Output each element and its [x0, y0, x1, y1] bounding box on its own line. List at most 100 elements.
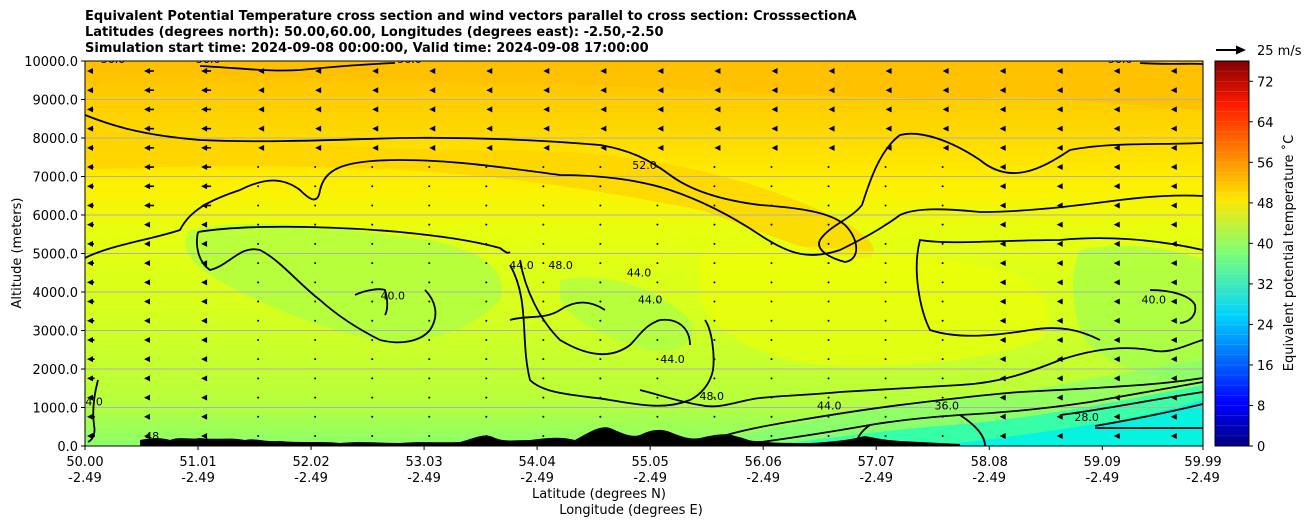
wind-vector	[372, 87, 379, 94]
wind-vector	[600, 125, 607, 132]
contour-48-upper	[85, 159, 1203, 259]
wind-vector	[828, 106, 835, 113]
wind-vector	[258, 87, 265, 94]
wind-vector	[1113, 317, 1120, 324]
wind-vector	[884, 415, 887, 418]
wind-vector	[429, 87, 436, 94]
contour-label: 44.0	[509, 259, 534, 272]
wind-vector	[257, 396, 260, 399]
wind-vector	[656, 377, 659, 380]
wind-vector	[713, 204, 716, 207]
wind-vector	[827, 262, 830, 265]
wind-vector	[485, 415, 488, 418]
wind-vector	[599, 319, 602, 322]
wind-vector	[599, 415, 602, 418]
wind-vector	[371, 358, 374, 361]
wind-vector	[714, 68, 721, 74]
wind-vector	[87, 394, 95, 401]
wind-vector	[1113, 144, 1120, 151]
wind-vector	[257, 262, 260, 265]
wind-vector	[1170, 317, 1177, 324]
wind-vector	[999, 375, 1006, 382]
wind-vector	[201, 125, 212, 132]
wind-vector	[1170, 375, 1177, 382]
wind-vector	[1170, 298, 1177, 305]
wind-vector	[770, 242, 773, 245]
wind-vector	[87, 279, 95, 286]
wind-vector	[827, 377, 830, 380]
wind-vector	[600, 87, 607, 94]
wind-vector	[599, 204, 602, 207]
wind-vector	[485, 300, 488, 303]
wind-vector	[599, 300, 602, 303]
contour-44-lower	[639, 339, 1203, 408]
wind-vector	[485, 338, 488, 341]
wind-vector	[542, 300, 545, 303]
x-tick-label-lon: -2.49	[972, 471, 1006, 486]
contour-label: 28.0	[1074, 411, 1099, 424]
wind-vector	[372, 68, 379, 74]
wind-vector	[543, 144, 550, 151]
wind-vector	[771, 106, 778, 113]
x-tick-label-lon: -2.49	[181, 471, 215, 486]
wind-vector	[599, 435, 602, 437]
quiver-key-label: 25 m/s	[1257, 44, 1302, 59]
wind-vector	[542, 223, 545, 226]
wind-vector	[257, 435, 260, 437]
colorbar-frame	[1214, 60, 1250, 447]
quiver-key: 25 m/s	[1216, 44, 1302, 59]
chart-title: Equivalent Potential Temperature cross s…	[85, 9, 857, 57]
wind-vector	[770, 300, 773, 303]
wind-vector	[1056, 125, 1063, 132]
wind-vector	[144, 433, 151, 439]
wind-vector	[599, 242, 602, 245]
wind-vector	[1113, 164, 1120, 171]
wind-vector	[144, 202, 155, 209]
contour-44-west	[196, 225, 511, 344]
wind-vector	[315, 106, 322, 113]
wind-vector	[371, 435, 374, 437]
wind-vector	[713, 223, 716, 226]
wind-vector	[87, 356, 95, 363]
wind-vector	[428, 223, 431, 226]
wind-vector	[656, 281, 659, 284]
wind-vector	[542, 204, 545, 207]
wind-vector	[770, 262, 773, 265]
wind-vector	[1056, 202, 1063, 209]
wind-vector	[314, 204, 317, 207]
wind-vector	[656, 262, 659, 265]
wind-vector	[770, 377, 773, 380]
wind-vector	[144, 279, 151, 286]
wind-vector	[428, 300, 431, 303]
wind-vector	[713, 396, 716, 399]
contour-label: 48.0	[699, 390, 724, 403]
y-tick-label: 9000.0	[33, 94, 79, 109]
wind-vector	[1113, 221, 1120, 228]
contour-label: 52.0	[632, 159, 657, 172]
cold-layer-edge	[700, 360, 1203, 446]
wind-vector	[771, 125, 778, 132]
wind-vector	[201, 164, 212, 171]
wind-vector	[428, 338, 431, 341]
wind-vector	[999, 279, 1006, 286]
wind-vector	[713, 242, 716, 245]
contour-label: 44.0	[817, 399, 842, 412]
wind-vector	[884, 185, 887, 188]
wind-vector	[941, 300, 944, 303]
wind-vector	[257, 204, 260, 207]
wind-vector	[201, 394, 208, 401]
wind-vector	[1056, 433, 1063, 439]
wind-vector	[885, 87, 892, 94]
x-tick-label-lon: -2.49	[1085, 471, 1119, 486]
wind-vector	[542, 415, 545, 418]
wind-vector	[941, 415, 944, 418]
contour-labels: 56.0 56.0 56.0 56.0 52.0 44.0 48.0 44.0 44.0 40.0…	[85, 61, 1166, 443]
contour-label: 48.0	[548, 259, 573, 272]
warm-layer-mid	[85, 130, 874, 259]
wind-vector	[713, 358, 716, 361]
wind-vector	[999, 298, 1006, 305]
wind-vector	[314, 396, 317, 399]
wind-vector	[257, 223, 260, 226]
wind-vector	[657, 68, 664, 74]
wind-vector	[999, 221, 1006, 228]
